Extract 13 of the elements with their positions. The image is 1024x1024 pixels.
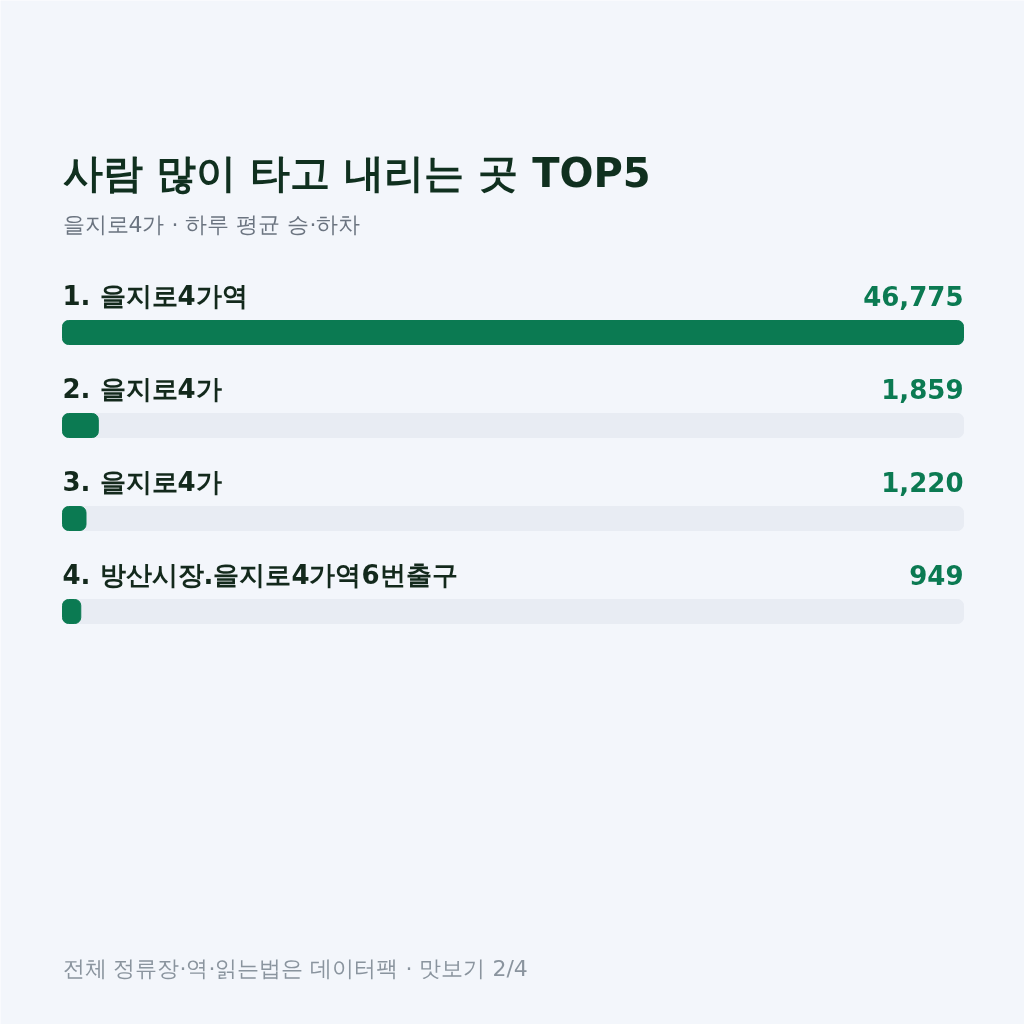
y-tick-label: 4. 방산시장.을지로4가역6번출구 xyxy=(62,559,458,590)
chart-subtitle: 을지로4가 · 하루 평균 승·하차 xyxy=(62,212,361,237)
bar xyxy=(62,413,99,438)
y-tick-label: 1. 을지로4가역 xyxy=(62,280,248,311)
data-label: 1,220 xyxy=(881,467,964,498)
text: 전체 정류장·역·읽는법은 데이터팩 · 맛보기 2/4 xyxy=(62,956,528,981)
y-tick-label: 3. 을지로4가 xyxy=(62,466,222,497)
data-label: 1,859 xyxy=(881,374,964,405)
chart-title: 사람 많이 타고 내리는 곳 TOP5 xyxy=(62,149,651,196)
y-tick-label: 2. 을지로4가 xyxy=(62,373,222,404)
data-label: 46,775 xyxy=(863,281,964,312)
bar xyxy=(62,506,87,531)
data-label: 949 xyxy=(909,560,964,591)
